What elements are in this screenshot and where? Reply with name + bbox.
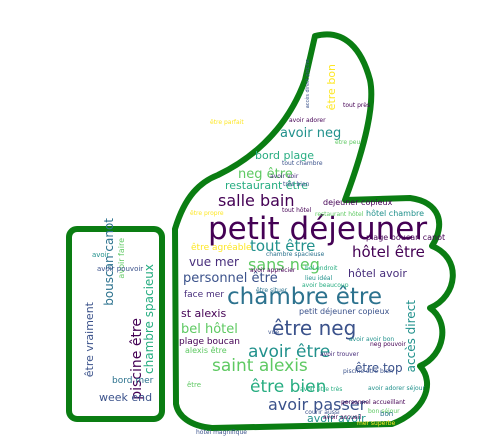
cloud-word: avoir adorer séjour [368, 385, 425, 392]
cloud-word: avoir adorer [289, 117, 326, 124]
cloud-word: avoir beaucoup [302, 282, 349, 289]
cloud-word: bouscan canot [102, 218, 116, 306]
cloud-word: courir aussi [305, 409, 340, 416]
cloud-word: être agréable [191, 243, 252, 253]
cloud-word: avoir avoir [307, 412, 366, 425]
cloud-word: avoir voir [270, 173, 299, 180]
cloud-word: bel hôtel [181, 322, 238, 337]
cloud-word: être bon [325, 64, 338, 111]
cloud-word: sans neg [248, 255, 320, 274]
cloud-word: avoir apprécier [250, 267, 296, 274]
cloud-word: vue [268, 329, 280, 336]
cloud-word: accès direct piscine [305, 59, 311, 109]
cloud-word: vue mer [189, 255, 239, 269]
cloud-word: petit déjeuner copieux [299, 307, 390, 316]
cloud-word: être vraiment [83, 302, 96, 378]
cloud-word: hôtel chambre [366, 209, 425, 218]
cloud-word: neg être [238, 167, 293, 182]
cloud-word: chambre spacieux [142, 264, 156, 374]
cloud-word: restaurant être [225, 179, 308, 192]
cloud-word: bon séjour [368, 408, 400, 415]
cloud-word: petit déjeuner [208, 211, 428, 247]
cloud-word: être top [355, 361, 403, 375]
cloud-word: être [187, 381, 202, 389]
cloud-word: face mer [184, 290, 225, 300]
cloud-word: être peu [335, 139, 361, 146]
cloud-word: être neg [272, 316, 357, 340]
cloud-word: hôtel avoir [348, 267, 407, 280]
cloud-word: bord mer [112, 376, 154, 386]
cloud-word: accès direct [404, 300, 418, 373]
cloud-word: chambre spacieuse [266, 251, 325, 258]
cloud-word: lieu idéal [305, 275, 333, 282]
cloud-word: bord plage [255, 149, 315, 162]
cloud-word: mer superbe [357, 420, 396, 427]
cloud-word: très bien [283, 181, 310, 188]
cloud-word: personnel être [183, 271, 278, 286]
cloud-word: avoir [92, 251, 110, 259]
cloud-word: alexis être [185, 346, 227, 355]
cloud-word: bel endroit [305, 265, 338, 272]
cloud-word: piscine être bien [343, 368, 393, 375]
cloud-word: avoir accueil [323, 414, 362, 421]
cloud-word: hôtel être [352, 243, 425, 261]
cloud-word: avoir trouver [320, 351, 359, 358]
cloud-word: personnel accueillant [341, 399, 406, 406]
cloud-word: être propre [190, 210, 224, 217]
cloud-word: hôtel magnifique [196, 429, 247, 436]
cloud-word: chambre être [227, 284, 383, 310]
cloud-word: week end [99, 391, 153, 404]
cloud-word: st alexis [181, 307, 227, 320]
cloud-word: restaurant hôtel [315, 211, 364, 218]
cloud-word: dejeuner copieux [323, 198, 393, 207]
cloud-word: être situer [256, 287, 288, 294]
cloud-word: avoir pouvoir [97, 265, 144, 273]
cloud-word: être parfait [210, 119, 244, 126]
cloud-word: salle bain [218, 191, 295, 210]
cloud-word: tout être [250, 237, 316, 255]
cloud-word: avoir être [248, 342, 331, 362]
cloud-word: plage boucan canot [366, 233, 446, 242]
cloud-word: être bien [250, 377, 327, 397]
cloud-word: avoir neg [280, 126, 342, 141]
cloud-word: avoir être très [300, 386, 343, 393]
cloud-word: tout hôtel [282, 207, 312, 214]
cloud-word: saint alexis [212, 356, 308, 376]
cloud-word: avoir passer [268, 395, 367, 414]
cloud-word: tout chambre [282, 160, 323, 167]
cloud-word: plage boucan [179, 337, 240, 347]
cloud-word: avoir avoir bon [349, 336, 395, 343]
cloud-word: neg pouvoir [370, 341, 406, 348]
cloud-word: tout près [343, 102, 371, 109]
cloud-word: bon [380, 410, 394, 418]
